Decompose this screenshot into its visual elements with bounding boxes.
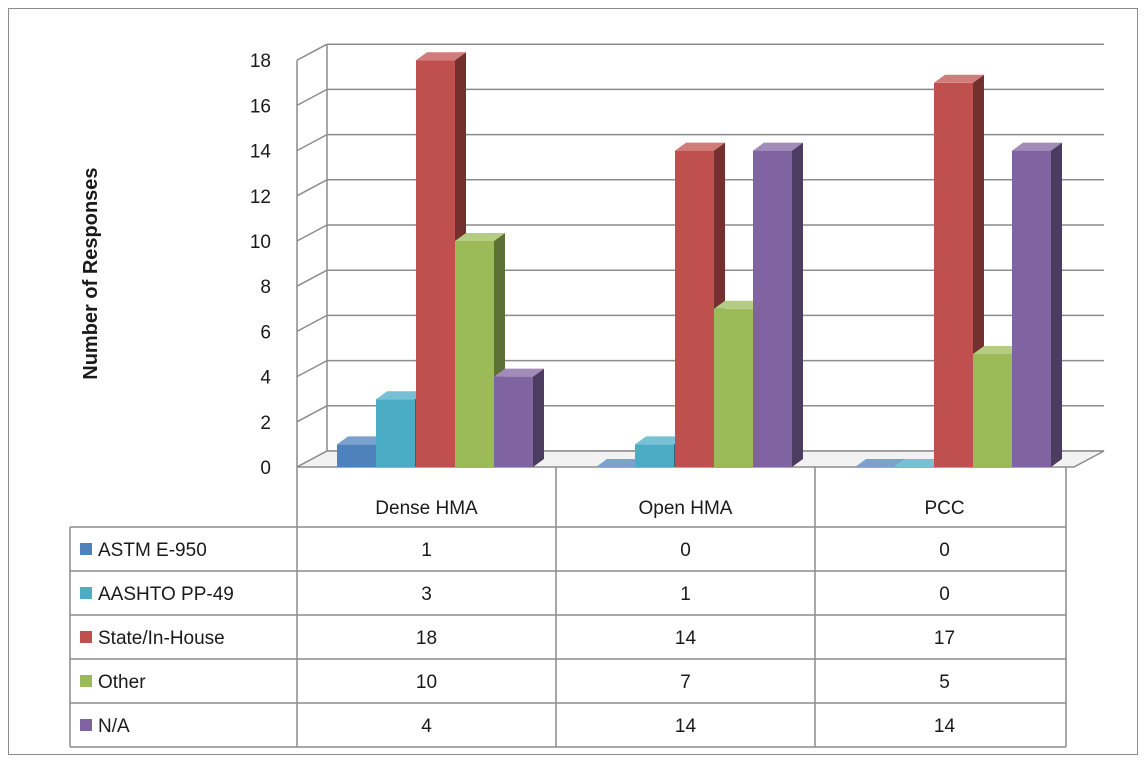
bar-top: [894, 459, 944, 467]
table-value: 14: [675, 716, 697, 737]
y-tick-label: 16: [250, 96, 271, 117]
bar-top: [455, 233, 505, 241]
bar-top: [635, 436, 685, 445]
bar-top: [596, 459, 646, 467]
bar-front: [1012, 150, 1051, 467]
gridline-side: [296, 133, 328, 152]
bar-front: [494, 376, 533, 467]
table-value: 5: [939, 672, 950, 693]
legend-swatch: [80, 587, 92, 599]
y-tick-label: 4: [260, 368, 271, 389]
table-value: 14: [934, 716, 956, 737]
bar-front: [753, 150, 792, 467]
y-tick-label: 8: [260, 277, 271, 298]
bar-top: [714, 300, 764, 309]
bar-front: [376, 399, 415, 467]
table-value: 1: [680, 584, 691, 605]
bar-top: [376, 391, 426, 400]
category-label: Open HMA: [639, 498, 733, 519]
table-value: 7: [680, 672, 691, 693]
y-tick-label: 10: [250, 232, 271, 253]
bar-front: [973, 354, 1012, 467]
bar-top: [973, 346, 1023, 354]
table-value: 4: [421, 716, 432, 737]
gridline-side: [296, 314, 328, 333]
gridline-side: [296, 359, 328, 378]
y-tick-label: 18: [250, 51, 271, 72]
y-tick-label: 14: [250, 142, 272, 163]
table-value: 14: [675, 628, 697, 649]
y-axis-label: Number of Responses: [80, 167, 102, 379]
table-value: 3: [421, 584, 432, 605]
bar-front: [416, 60, 455, 467]
bar-side: [792, 142, 803, 467]
y-tick-label: 2: [260, 413, 271, 434]
bar-top: [675, 142, 725, 151]
table-value: 10: [416, 672, 437, 693]
bar-side: [533, 368, 544, 467]
legend-swatch: [80, 543, 92, 555]
legend-series-name: Other: [98, 672, 146, 693]
bar-top: [337, 436, 387, 445]
bar-top: [855, 459, 905, 467]
bar-front: [455, 241, 494, 467]
legend-series-name: State/In-House: [98, 628, 225, 649]
bar-front: [337, 444, 376, 467]
legend-swatch: [80, 631, 92, 643]
legend-series-name: ASTM E-950: [98, 540, 207, 561]
table-value: 1: [421, 540, 432, 561]
legend-series-name: AASHTO PP-49: [98, 584, 234, 605]
bar-front: [675, 150, 714, 467]
legend-swatch: [80, 675, 92, 687]
legend-swatch: [80, 719, 92, 731]
table-value: 0: [939, 584, 950, 605]
gridline-side: [296, 179, 328, 197]
bar-front: [714, 308, 753, 467]
gridline-side: [296, 43, 328, 61]
y-tick-label: 0: [260, 458, 271, 479]
bar-top: [416, 52, 466, 61]
y-tick-label: 6: [260, 322, 271, 343]
bar-top: [1012, 142, 1062, 151]
category-label: PCC: [924, 498, 964, 519]
y-tick-label: 12: [250, 187, 271, 208]
bar-front: [635, 444, 674, 467]
bar-top: [753, 142, 803, 151]
table-value: 0: [939, 540, 950, 561]
category-label: Dense HMA: [375, 498, 478, 519]
legend-series-name: N/A: [98, 716, 130, 737]
table-value: 0: [680, 540, 691, 561]
bar-top: [934, 74, 984, 83]
bar-front: [934, 82, 973, 468]
gridline-side: [296, 88, 328, 107]
gridline-side: [296, 224, 328, 242]
gridline-side: [296, 269, 328, 287]
table-value: 17: [934, 628, 955, 649]
bar-top: [494, 368, 544, 377]
table-value: 18: [416, 628, 437, 649]
bar-side: [1051, 142, 1062, 467]
gridline-side: [296, 405, 328, 423]
